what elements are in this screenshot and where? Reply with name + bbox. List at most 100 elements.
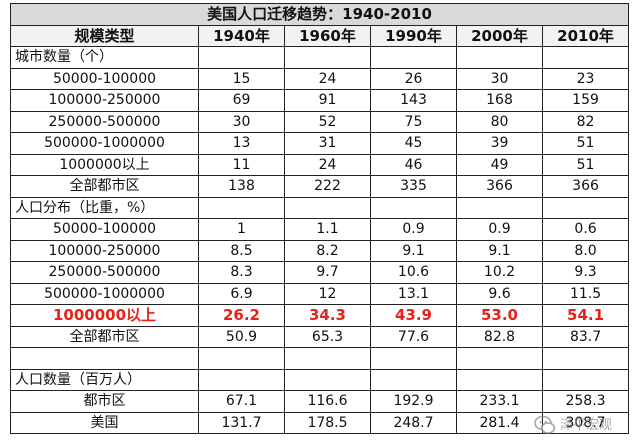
- value-cell: 23: [541, 67, 630, 90]
- city-count-rows: 50000-100000 15 24 26 30 23 100000-250000 69 91 1…: [10, 67, 630, 198]
- blank-row: [10, 347, 630, 370]
- value-cell: 46: [370, 153, 457, 176]
- value-cell: 9.1: [370, 239, 457, 262]
- row-label: 都市区: [10, 390, 199, 413]
- row-label: 250000-500000: [10, 110, 199, 133]
- watermark-text: 泽平宏观: [560, 418, 613, 433]
- table-row: 500000-1000000 13 31 45 39 51: [10, 132, 630, 155]
- share-total-row: 全部都市区 50.9 65.3 77.6 82.8 83.7: [10, 325, 630, 348]
- row-label: 50000-100000: [10, 67, 199, 90]
- value-cell: 1.1: [284, 218, 371, 241]
- value-cell: 143: [370, 89, 457, 112]
- section-label: 人口数量（百万人）: [10, 368, 199, 391]
- population-migration-table: 美国人口迁移趋势：1940-2010 规模类型 1940年 1960年 1990…: [9, 3, 630, 434]
- value-cell: 26.2: [198, 304, 285, 327]
- population-count-rows: 都市区 67.1 116.6 192.9 233.1 258.3 美国 131.7 178.5 2…: [10, 390, 630, 434]
- value-cell: 9.7: [284, 261, 371, 284]
- row-label: 50000-100000: [10, 218, 199, 241]
- value-cell: 178.5: [284, 411, 371, 434]
- value-cell: 80: [456, 110, 543, 133]
- value-cell: 308.7: [541, 411, 630, 434]
- value-cell: 168: [456, 89, 543, 112]
- table-row: 50000-100000 1 1.1 0.9 0.9 0.6: [10, 218, 630, 241]
- section-label: 城市数量（个）: [10, 46, 199, 69]
- header-cell: 2000年: [456, 24, 543, 47]
- row-label: 100000-250000: [10, 239, 199, 262]
- value-cell: 43.9: [370, 304, 457, 327]
- value-cell: 10.2: [456, 261, 543, 284]
- table-row: 都市区 67.1 116.6 192.9 233.1 258.3: [10, 390, 630, 413]
- value-cell: 54.1: [541, 304, 630, 327]
- value-cell: 82.8: [456, 325, 543, 348]
- value-cell: 366: [456, 175, 543, 198]
- value-cell: 77.6: [370, 325, 457, 348]
- population-table-container: 美国人口迁移趋势：1940-2010 规模类型 1940年 1960年 1990…: [9, 3, 630, 434]
- row-label: 1000000以上: [10, 153, 199, 176]
- value-cell: 11.5: [541, 282, 630, 305]
- value-cell: 51: [541, 153, 630, 176]
- header-cell: 规模类型: [10, 24, 199, 47]
- value-cell: 45: [370, 132, 457, 155]
- value-cell: 50.9: [198, 325, 285, 348]
- value-cell: 13.1: [370, 282, 457, 305]
- wechat-icon: [534, 415, 556, 434]
- value-cell: 8.0: [541, 239, 630, 262]
- value-cell: 281.4: [456, 411, 543, 434]
- value-cell: 9.6: [456, 282, 543, 305]
- population-share-rows: 50000-100000 1 1.1 0.9 0.9 0.6 100000-250000 8.…: [10, 218, 630, 305]
- value-cell: 24: [284, 153, 371, 176]
- value-cell: 75: [370, 110, 457, 133]
- value-cell: 8.2: [284, 239, 371, 262]
- table-row: 1000000以上 11 24 46 49 51: [10, 153, 630, 176]
- value-cell: 222: [284, 175, 371, 198]
- row-label: 全部都市区: [10, 175, 199, 198]
- value-cell: 11: [198, 153, 285, 176]
- value-cell: 233.1: [456, 390, 543, 413]
- value-cell: 12: [284, 282, 371, 305]
- header-cell: 1960年: [284, 24, 371, 47]
- table-row: 250000-500000 8.3 9.7 10.6 10.2 9.3: [10, 261, 630, 284]
- value-cell: 10.6: [370, 261, 457, 284]
- table-row: 50000-100000 15 24 26 30 23: [10, 67, 630, 90]
- table-row: 250000-500000 30 52 75 80 82: [10, 110, 630, 133]
- value-cell: 24: [284, 67, 371, 90]
- value-cell: 138: [198, 175, 285, 198]
- value-cell: 6.9: [198, 282, 285, 305]
- value-cell: 9.1: [456, 239, 543, 262]
- header-cell: 2010年: [541, 24, 630, 47]
- watermark: 泽平宏观: [534, 408, 626, 444]
- value-cell: 116.6: [284, 390, 371, 413]
- section-row-population-share: 人口分布（比重，%）: [10, 196, 630, 219]
- table-header-row: 规模类型 1940年 1960年 1990年 2000年 2010年: [10, 24, 630, 47]
- row-label: 250000-500000: [10, 261, 199, 284]
- value-cell: 8.5: [198, 239, 285, 262]
- value-cell: 49: [456, 153, 543, 176]
- value-cell: 30: [456, 67, 543, 90]
- value-cell: 15: [198, 67, 285, 90]
- value-cell: 9.3: [541, 261, 630, 284]
- value-cell: 51: [541, 132, 630, 155]
- value-cell: 366: [541, 175, 630, 198]
- value-cell: 8.3: [198, 261, 285, 284]
- value-cell: 53.0: [456, 304, 543, 327]
- value-cell: 34.3: [284, 304, 371, 327]
- value-cell: 65.3: [284, 325, 371, 348]
- row-label: 美国: [10, 411, 199, 434]
- row-label: 1000000以上: [10, 304, 199, 327]
- value-cell: 39: [456, 132, 543, 155]
- row-label: 500000-1000000: [10, 282, 199, 305]
- table-row: 美国 131.7 178.5 248.7 281.4 308.7: [10, 411, 630, 434]
- value-cell: 248.7: [370, 411, 457, 434]
- value-cell: 0.6: [541, 218, 630, 241]
- value-cell: 82: [541, 110, 630, 133]
- highlight-row: 1000000以上 26.2 34.3 43.9 53.0 54.1: [10, 304, 630, 327]
- value-cell: 69: [198, 89, 285, 112]
- value-cell: 67.1: [198, 390, 285, 413]
- section-row-population-count: 人口数量（百万人）: [10, 368, 630, 391]
- header-cell: 1940年: [198, 24, 285, 47]
- value-cell: 159: [541, 89, 630, 112]
- table-title: 美国人口迁移趋势：1940-2010: [9, 3, 630, 26]
- table-row: 100000-250000 69 91 143 168 159: [10, 89, 630, 112]
- header-cell: 1990年: [370, 24, 457, 47]
- value-cell: 1: [198, 218, 285, 241]
